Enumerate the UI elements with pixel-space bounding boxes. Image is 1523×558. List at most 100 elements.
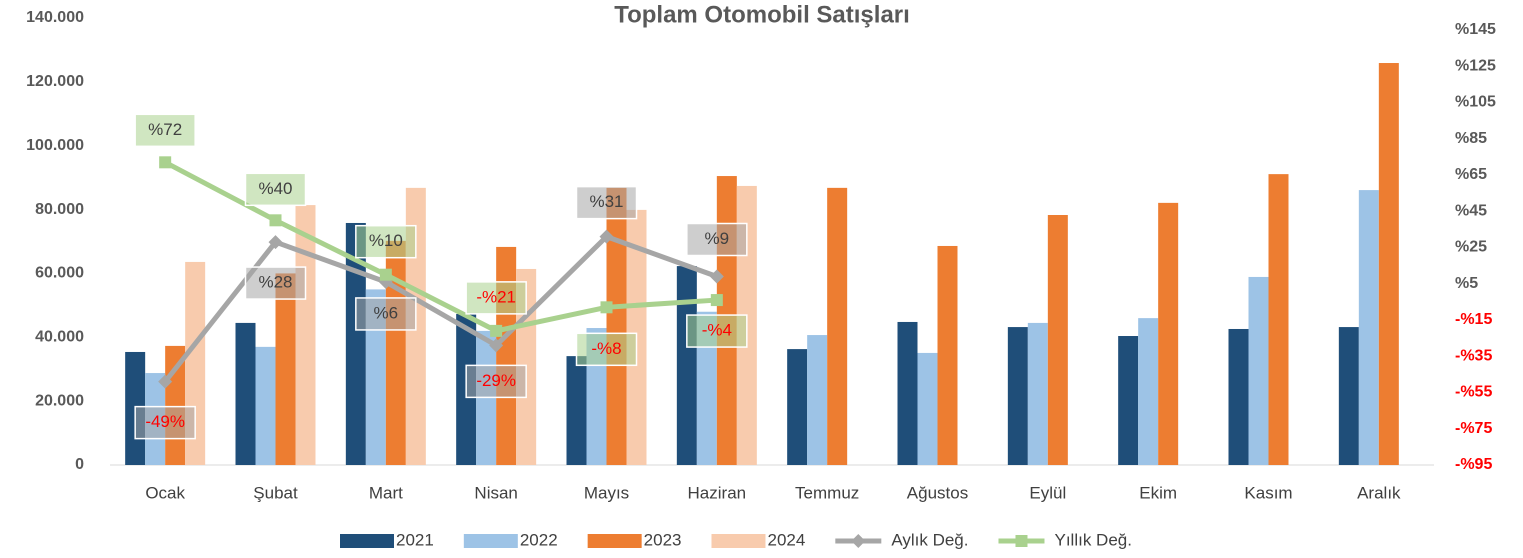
legend-swatch	[463, 534, 518, 548]
x-tick-label: Kasım	[1244, 483, 1292, 502]
legend-label: 2024	[767, 530, 805, 549]
data-label-box	[355, 297, 417, 331]
bar	[1118, 336, 1139, 465]
marker	[379, 268, 392, 281]
x-tick-label: Haziran	[688, 483, 747, 502]
marker	[490, 324, 503, 337]
legend-swatch	[340, 534, 394, 548]
data-label: %28	[258, 273, 292, 292]
marker	[158, 374, 173, 389]
bar	[566, 356, 587, 465]
legend-label: 2023	[644, 530, 682, 549]
bar	[365, 289, 386, 465]
x-tick-label: Ocak	[145, 483, 185, 502]
y2-tick-label: %125	[1455, 57, 1496, 74]
marker	[159, 156, 172, 169]
legend-swatch	[587, 534, 642, 548]
bar	[897, 321, 918, 465]
y2-tick-label: -%95	[1455, 456, 1492, 473]
y-tick-label: 60.000	[35, 265, 84, 282]
bar	[1138, 318, 1159, 465]
line	[163, 234, 718, 384]
y-tick-label: 120.000	[26, 73, 84, 90]
bar	[275, 273, 296, 465]
data-label: %6	[374, 303, 399, 322]
marker	[600, 301, 613, 314]
x-tick-label: Nisan	[474, 483, 517, 502]
legend-label: 2021	[396, 530, 434, 549]
bar	[696, 311, 717, 465]
data-label: -%21	[476, 287, 516, 306]
x-tick-label: Aralık	[1357, 483, 1401, 502]
y2-tick-label: -%75	[1455, 420, 1492, 437]
data-label-box	[465, 281, 527, 315]
marker	[709, 269, 724, 284]
data-label: -49%	[145, 412, 185, 431]
legend-label: Yıllık Değ.	[1054, 530, 1131, 549]
bar	[917, 352, 938, 465]
y2-tick-label: %145	[1455, 21, 1496, 38]
bar	[255, 346, 276, 465]
x-tick-label: Eylül	[1029, 483, 1066, 502]
y-tick-label: 20.000	[35, 392, 84, 409]
data-label-box	[575, 185, 638, 220]
data-label-box	[244, 172, 307, 207]
x-tick-label: Ekim	[1139, 483, 1177, 502]
data-label: %40	[258, 179, 292, 198]
marker	[710, 294, 723, 307]
bar	[1358, 190, 1379, 465]
bar	[1228, 328, 1249, 465]
data-label: -%8	[591, 339, 621, 358]
data-label-box	[355, 224, 417, 259]
y2-tick-label: %65	[1455, 166, 1487, 183]
bar	[807, 335, 828, 465]
line	[164, 160, 717, 334]
legend-swatch	[1015, 535, 1028, 547]
bar	[1158, 202, 1179, 465]
bar	[496, 246, 517, 465]
legend-swatch	[851, 534, 866, 548]
bar	[787, 349, 808, 465]
y2-tick-label: %85	[1455, 130, 1487, 147]
y-tick-label: 140.000	[26, 9, 84, 26]
data-label: %72	[148, 120, 182, 139]
bar	[1338, 327, 1359, 465]
y-tick-label: 80.000	[35, 201, 84, 218]
bar	[1378, 63, 1399, 465]
y-tick-label: 40.000	[35, 329, 84, 346]
y2-tick-label: -%55	[1455, 384, 1492, 401]
x-tick-label: Şubat	[253, 483, 298, 502]
bar	[295, 205, 316, 465]
legend-label: 2022	[520, 530, 558, 549]
marker	[269, 214, 282, 227]
bar	[827, 187, 848, 466]
marker	[599, 229, 614, 244]
bar	[1027, 322, 1048, 465]
y2-tick-label: %45	[1455, 202, 1487, 219]
y2-tick-label: %105	[1455, 94, 1496, 111]
marker	[268, 235, 283, 250]
bar	[676, 266, 697, 465]
bar	[606, 187, 627, 466]
data-label: %10	[369, 231, 403, 250]
bar	[385, 240, 406, 465]
y-tick-label: 100.000	[26, 137, 84, 154]
bar	[1007, 327, 1028, 465]
data-label-box	[686, 222, 748, 257]
x-tick-label: Temmuz	[795, 483, 859, 502]
data-label-box	[134, 113, 196, 148]
legend-label: Aylık Değ.	[891, 530, 968, 549]
y2-tick-label: -%35	[1455, 347, 1492, 364]
bar	[235, 322, 256, 465]
y2-tick-label: -%15	[1455, 311, 1492, 328]
bar	[1047, 214, 1068, 465]
bar	[1248, 276, 1269, 465]
data-label-box	[465, 364, 527, 399]
y2-tick-label: %25	[1455, 239, 1487, 256]
bar	[1268, 174, 1289, 465]
x-tick-label: Ağustos	[907, 483, 968, 502]
marker	[489, 338, 504, 353]
data-label: %9	[705, 229, 730, 248]
bar	[345, 222, 366, 465]
